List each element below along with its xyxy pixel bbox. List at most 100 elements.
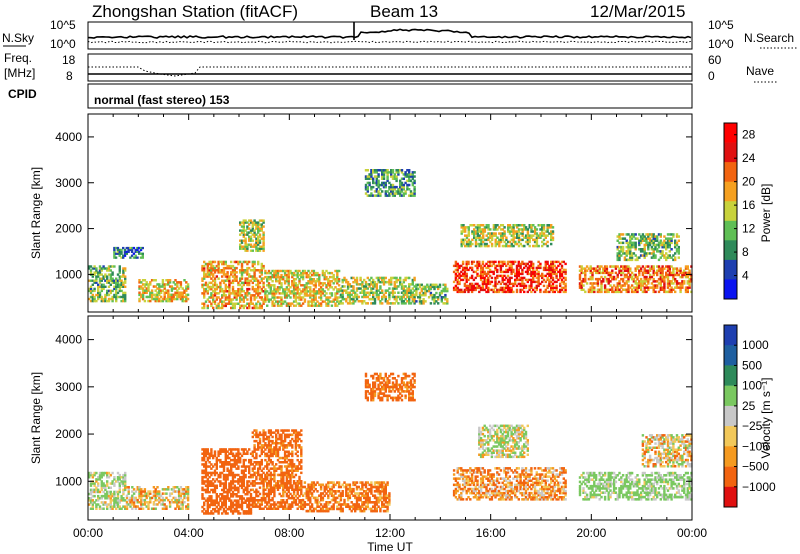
power-data-cell <box>497 262 501 266</box>
power-data-cell <box>246 262 249 266</box>
power-data-cell <box>282 300 285 303</box>
power-data-cell <box>537 236 540 239</box>
velocity-data-cell <box>174 486 177 489</box>
power-data-cell <box>402 192 405 195</box>
velocity-data-cell <box>240 475 244 479</box>
velocity-data-cell <box>237 473 240 477</box>
power-data-cell <box>249 219 253 222</box>
power-data-cell <box>492 262 495 266</box>
power-data-cell <box>603 284 607 287</box>
power-data-cell <box>634 248 637 251</box>
power-data-cell <box>627 243 630 247</box>
power-data-cell <box>388 185 391 189</box>
power-data-cell <box>623 284 627 287</box>
power-data-cell <box>294 294 298 297</box>
power-data-cell <box>535 232 539 235</box>
power-data-cell <box>298 296 301 299</box>
power-data-cell <box>665 273 668 277</box>
power-data-cell <box>221 262 224 266</box>
power-data-cell <box>510 244 513 248</box>
power-data-cell <box>587 288 591 291</box>
power-data-cell <box>255 283 258 287</box>
power-data-cell <box>431 293 434 297</box>
velocity-data-cell <box>257 505 260 508</box>
power-data-cell <box>233 302 236 305</box>
power-data-cell <box>474 236 478 239</box>
power-data-cell <box>310 282 314 285</box>
power-data-cell <box>185 281 188 284</box>
velocity-data-cell <box>262 444 265 447</box>
power-data-cell <box>607 290 610 294</box>
power-data-cell <box>630 252 634 255</box>
power-data-cell <box>235 260 238 264</box>
power-data-cell <box>318 273 321 277</box>
power-data-cell <box>479 286 483 290</box>
power-data-cell <box>390 192 393 195</box>
power-data-cell <box>427 287 431 291</box>
power-data-cell <box>165 289 168 292</box>
power-data-cell <box>275 288 278 291</box>
power-data-cell <box>521 262 524 266</box>
power-data-cell <box>470 290 474 294</box>
power-data-cell <box>275 271 278 275</box>
power-data-cell <box>361 295 364 299</box>
power-data-cell <box>120 281 123 284</box>
velocity-data-cell <box>140 503 143 506</box>
power-data-cell <box>541 240 544 244</box>
power-data-cell <box>244 243 247 246</box>
power-data-cell <box>670 237 673 240</box>
power-data-cell <box>258 229 262 232</box>
power-data-cell <box>316 300 319 303</box>
velocity-data-cell <box>249 458 253 462</box>
power-data-cell <box>271 284 274 287</box>
velocity-data-cell <box>264 501 267 504</box>
power-data-cell <box>645 280 648 283</box>
power-data-cell <box>643 243 646 247</box>
velocity-data-cell <box>97 488 100 492</box>
power-data-cell <box>462 242 465 246</box>
power-data-cell <box>616 245 619 249</box>
power-data-cell <box>648 233 652 236</box>
power-data-cell <box>532 276 535 280</box>
power-data-cell <box>467 268 470 272</box>
velocity-data-cell <box>210 463 213 466</box>
power-data-cell <box>537 274 540 278</box>
power-data-cell <box>140 295 143 299</box>
velocity-data-cell <box>127 492 130 495</box>
power-data-cell <box>224 260 227 264</box>
power-data-cell <box>109 275 112 278</box>
velocity-data-cell <box>102 490 105 494</box>
velocity-data-cell <box>185 507 188 510</box>
power-data-cell <box>253 271 256 274</box>
velocity-data-cell <box>93 501 96 504</box>
power-data-cell <box>517 278 520 282</box>
power-data-cell <box>391 293 395 297</box>
velocity-data-cell <box>242 484 245 487</box>
power-data-cell <box>665 237 668 240</box>
power-data-cell <box>341 293 344 297</box>
velocity-data-cell <box>249 499 253 502</box>
power-data-cell <box>89 285 93 288</box>
power-data-cell <box>262 237 265 240</box>
velocity-data-cell <box>260 461 263 464</box>
velocity-data-cell <box>230 465 233 468</box>
velocity-data-cell <box>235 461 238 464</box>
power-data-cell <box>257 225 260 228</box>
power-data-cell <box>294 298 298 301</box>
power-data-cell <box>185 285 188 288</box>
power-data-cell <box>294 284 298 287</box>
power-data-cell <box>278 282 281 285</box>
power-data-cell <box>519 290 522 294</box>
power-data-cell <box>116 283 120 286</box>
velocity-data-cell <box>233 510 236 513</box>
power-data-cell <box>278 300 281 303</box>
power-data-cell <box>593 269 596 272</box>
power-data-cell <box>483 238 487 242</box>
power-data-cell <box>328 275 332 279</box>
power-data-cell <box>240 231 244 234</box>
velocity-data-cell <box>212 465 215 468</box>
power-data-cell <box>122 283 125 286</box>
velocity-data-cell <box>206 473 209 477</box>
velocity-data-cell <box>266 446 269 449</box>
power-data-cell <box>490 270 494 274</box>
